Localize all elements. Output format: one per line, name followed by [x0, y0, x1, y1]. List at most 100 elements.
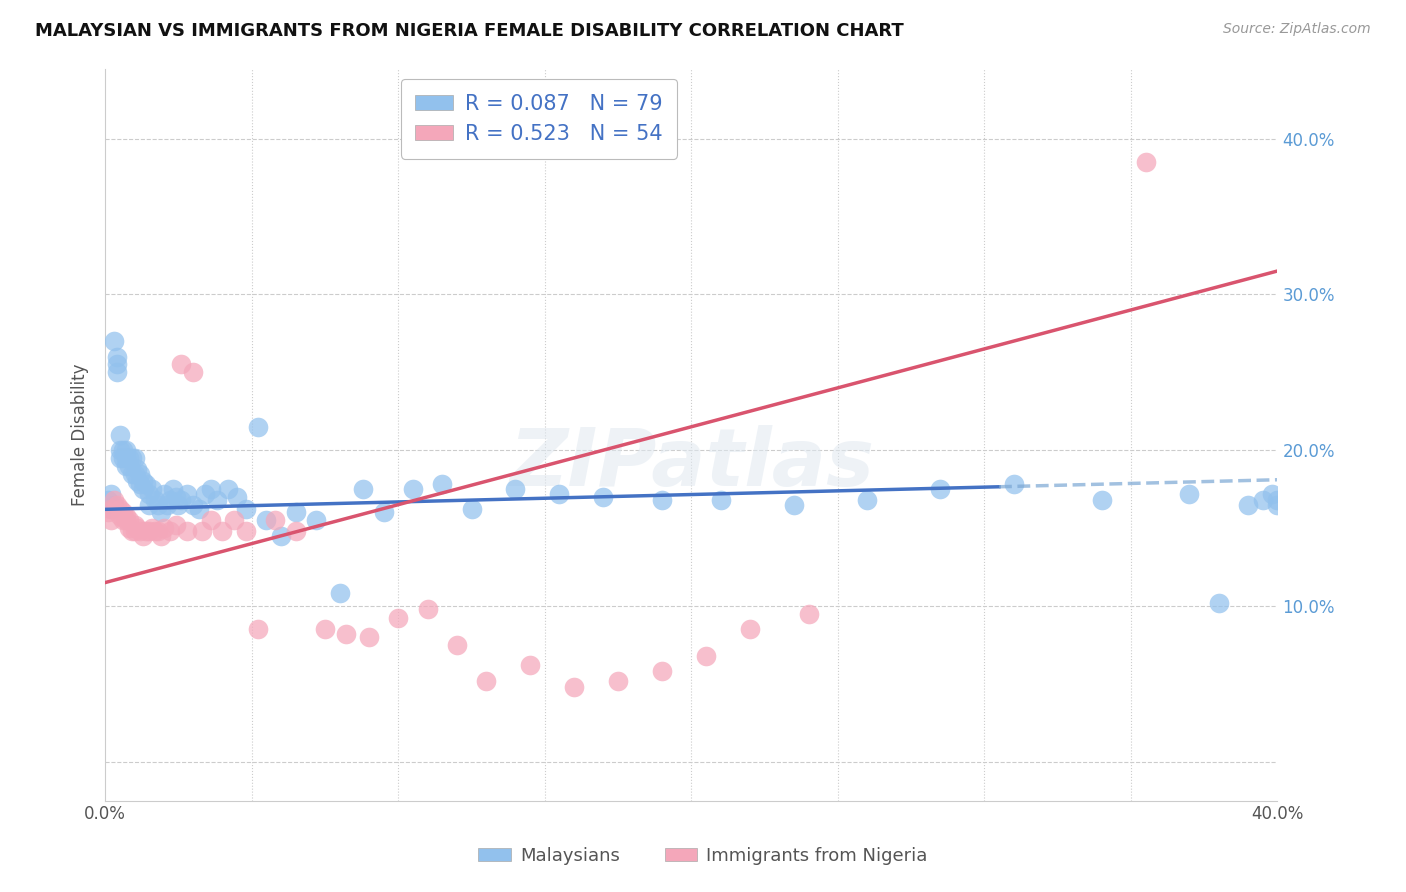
Point [217, 482, 239, 496]
Point [783, 498, 806, 512]
Point [121, 450, 143, 465]
Point [146, 524, 169, 538]
Point [105, 498, 128, 512]
Point [121, 524, 143, 538]
Point [132, 482, 155, 496]
Point [284, 524, 307, 538]
Point [548, 487, 571, 501]
Point [146, 498, 169, 512]
Point [402, 482, 425, 496]
Point [264, 513, 287, 527]
Point [170, 358, 193, 372]
Point [446, 638, 468, 652]
Point [1135, 155, 1157, 169]
Point [105, 350, 128, 364]
Point [1267, 498, 1289, 512]
Point [143, 493, 166, 508]
Point [797, 607, 820, 621]
Point [856, 493, 879, 508]
Point [226, 490, 249, 504]
Point [387, 611, 409, 625]
Point [235, 502, 257, 516]
Point [284, 505, 307, 519]
Point [105, 358, 128, 372]
Point [103, 498, 125, 512]
Point [124, 450, 146, 465]
Legend: Malaysians, Immigrants from Nigeria: Malaysians, Immigrants from Nigeria [471, 840, 935, 872]
Point [114, 513, 136, 527]
Point [108, 443, 131, 458]
Point [114, 458, 136, 473]
Point [194, 487, 217, 501]
Point [505, 482, 527, 496]
Point [176, 487, 198, 501]
Legend: R = 0.087   N = 79, R = 0.523   N = 54: R = 0.087 N = 79, R = 0.523 N = 54 [401, 78, 678, 159]
Point [129, 467, 152, 481]
Point [121, 467, 143, 481]
Point [143, 524, 166, 538]
Point [138, 487, 160, 501]
Point [156, 498, 179, 512]
Point [254, 513, 277, 527]
Point [1251, 493, 1274, 508]
Point [138, 524, 160, 538]
Point [181, 498, 204, 512]
Point [165, 490, 187, 504]
Point [153, 487, 176, 501]
Point [135, 477, 157, 491]
Point [305, 513, 328, 527]
Point [475, 673, 498, 688]
Text: MALAYSIAN VS IMMIGRANTS FROM NIGERIA FEMALE DISABILITY CORRELATION CHART: MALAYSIAN VS IMMIGRANTS FROM NIGERIA FEM… [35, 22, 904, 40]
Point [592, 490, 614, 504]
Point [118, 521, 141, 535]
Point [1002, 477, 1025, 491]
Point [159, 524, 181, 538]
Point [460, 502, 482, 516]
Point [695, 648, 717, 663]
Point [129, 524, 152, 538]
Point [111, 443, 134, 458]
Point [651, 665, 673, 679]
Point [165, 517, 187, 532]
Point [124, 517, 146, 532]
Point [114, 450, 136, 465]
Point [135, 524, 157, 538]
Point [246, 419, 269, 434]
Point [224, 513, 246, 527]
Point [335, 627, 357, 641]
Point [1260, 487, 1282, 501]
Point [138, 498, 160, 512]
Point [1178, 487, 1201, 501]
Point [188, 502, 211, 516]
Point [149, 505, 172, 519]
Point [270, 529, 292, 543]
Point [352, 482, 374, 496]
Point [114, 443, 136, 458]
Point [929, 482, 952, 496]
Point [100, 502, 122, 516]
Point [1267, 493, 1289, 508]
Y-axis label: Female Disability: Female Disability [72, 363, 89, 506]
Point [129, 477, 152, 491]
Point [124, 524, 146, 538]
Point [159, 493, 181, 508]
Point [108, 508, 131, 523]
Point [191, 524, 214, 538]
Point [519, 658, 541, 673]
Point [111, 450, 134, 465]
Point [167, 498, 190, 512]
Point [200, 513, 222, 527]
Point [103, 334, 125, 348]
Point [100, 487, 122, 501]
Point [127, 475, 149, 489]
Point [738, 622, 761, 636]
Point [205, 493, 228, 508]
Point [246, 622, 269, 636]
Point [357, 630, 380, 644]
Point [108, 450, 131, 465]
Point [176, 524, 198, 538]
Point [111, 513, 134, 527]
Text: ZIPatlas: ZIPatlas [509, 425, 873, 503]
Point [373, 505, 395, 519]
Point [162, 482, 184, 496]
